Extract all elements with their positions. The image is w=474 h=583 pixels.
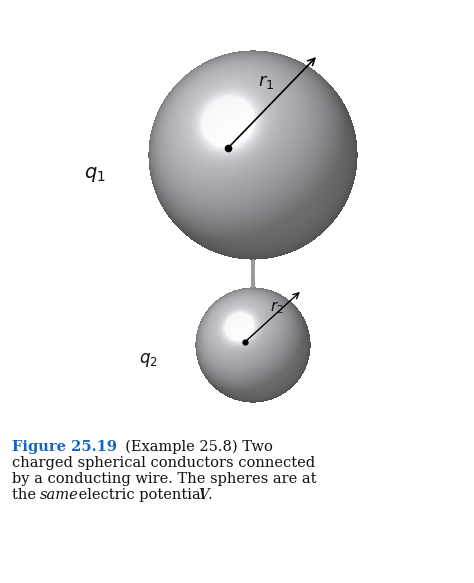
Text: $r_1$: $r_1$	[258, 73, 274, 91]
Text: electric potential: electric potential	[74, 488, 210, 502]
Text: by a conducting wire. The spheres are at: by a conducting wire. The spheres are at	[12, 472, 317, 486]
Text: charged spherical conductors connected: charged spherical conductors connected	[12, 456, 315, 470]
Text: the: the	[12, 488, 41, 502]
Text: (Example 25.8) Two: (Example 25.8) Two	[116, 440, 273, 454]
Text: .: .	[208, 488, 213, 502]
Text: $q_1$: $q_1$	[84, 166, 106, 184]
Text: Figure 25.19: Figure 25.19	[12, 440, 117, 454]
Text: same: same	[40, 488, 79, 502]
Text: $q_2$: $q_2$	[138, 351, 157, 369]
Text: V: V	[198, 488, 209, 502]
Text: $r_2$: $r_2$	[270, 300, 284, 317]
